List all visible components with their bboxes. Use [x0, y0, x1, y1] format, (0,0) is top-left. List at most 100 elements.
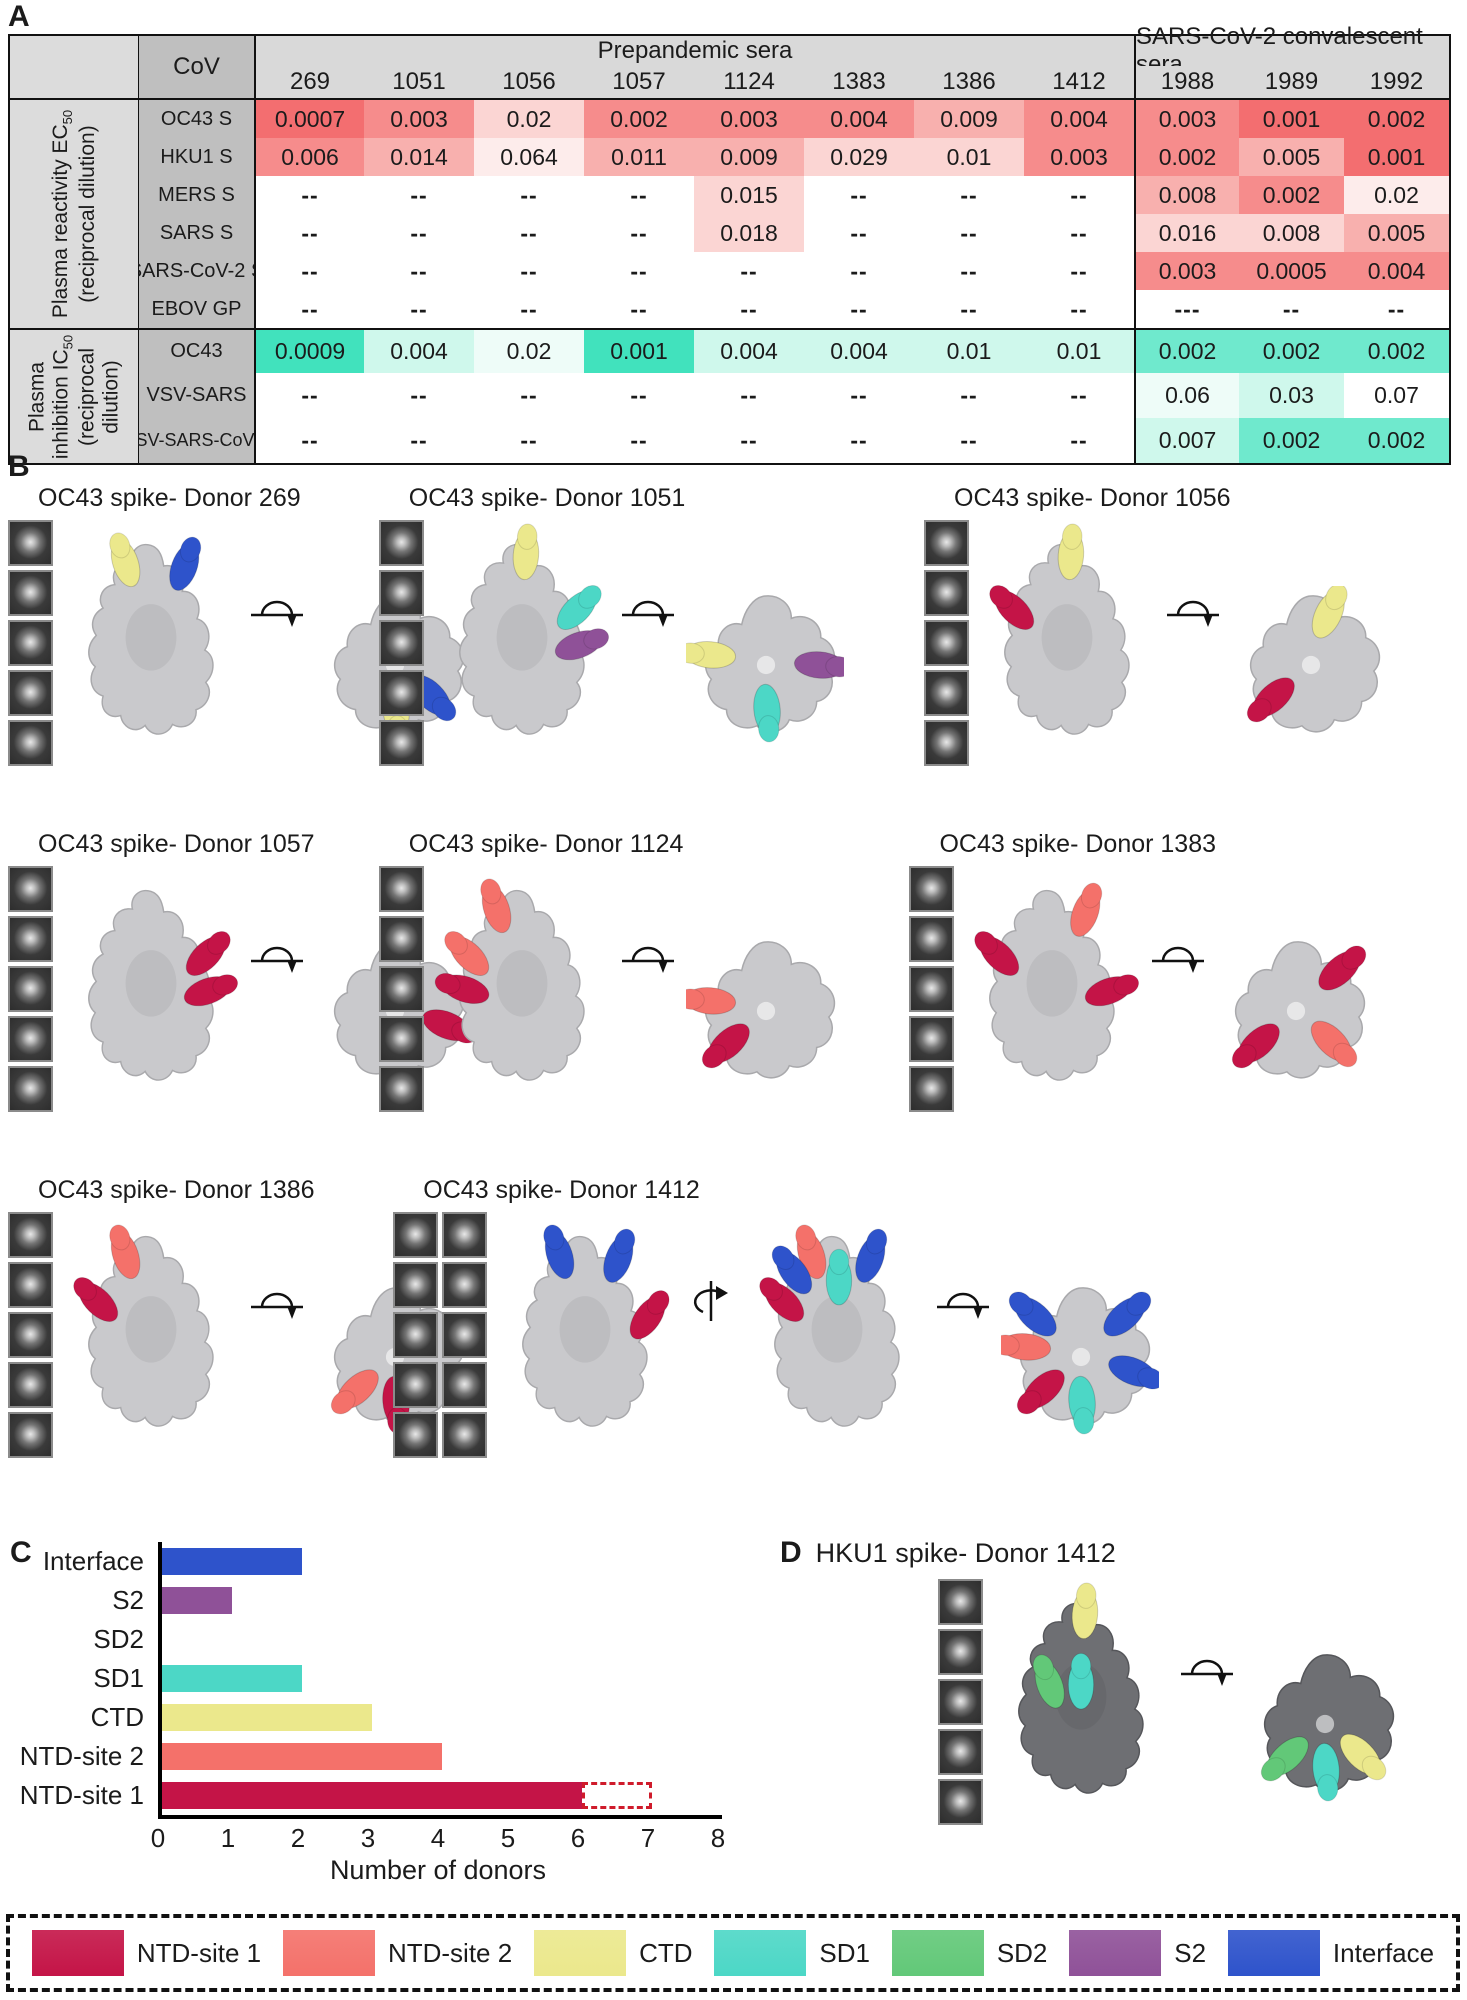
class-average-thumbnail: [8, 720, 53, 766]
table-value-cell: 0.07: [1344, 373, 1449, 418]
legend-label: Interface: [1332, 1937, 1435, 1968]
class-average-strip: [378, 866, 424, 1112]
class-average-thumbnail: [378, 620, 424, 666]
class-average-thumbnail: [938, 1579, 983, 1625]
fab-density-ntd-site-1: [701, 1023, 750, 1069]
donor-column-header: 1057: [584, 66, 694, 100]
class-average-thumbnail: [924, 720, 970, 766]
table-value-cell: --: [694, 418, 804, 463]
chart-x-tick-label: 0: [150, 1823, 166, 1853]
table-value-cell: --: [584, 214, 694, 252]
class-average-thumbnail: [8, 620, 53, 666]
donor-column-header: 1056: [474, 66, 584, 100]
table-value-cell: 0.007: [1134, 418, 1239, 463]
table-value-cell: --: [914, 290, 1024, 328]
table-value-cell: --: [804, 176, 914, 214]
fab-density-ctd: [685, 641, 736, 669]
fab-density-ctd: [109, 532, 141, 588]
table-value-cell: 0.004: [1024, 100, 1134, 138]
class-average-thumbnail: [909, 966, 955, 1012]
table-value-cell: 0.02: [1344, 176, 1449, 214]
panel-c-label: C: [10, 1536, 32, 1569]
class-average-thumbnail: [442, 1212, 488, 1258]
class-average-thumbnail: [909, 1066, 955, 1112]
class-average-thumbnail: [378, 866, 424, 912]
class-average-thumbnail: [393, 1312, 439, 1358]
class-average-strip: [924, 520, 970, 766]
spike-map-side-view: [73, 1224, 214, 1427]
table-value-cell: --: [804, 290, 914, 328]
table-value-cell: 0.002: [1239, 328, 1344, 373]
legend-item-sd2: SD2: [891, 1930, 1048, 1976]
fab-density-interface: [1009, 1291, 1058, 1337]
panel-c-d-row: C Interface S2 SD2 SD1 CTD NTD-site 2 NTD-site…: [10, 1538, 1460, 1886]
table-value-cell: --: [474, 418, 584, 463]
class-average-thumbnail: [8, 1412, 53, 1458]
fab-density-interface: [1108, 1355, 1160, 1390]
legend-label: NTD-site 1: [136, 1937, 262, 1968]
table-value-cell: 0.003: [694, 100, 804, 138]
fab-density-ntd-site-1: [183, 974, 239, 1007]
donor-panel-title: OC43 spike- Donor 1383: [939, 830, 1217, 858]
legend-swatch-ntd-site-2: [282, 1930, 375, 1976]
legend-item-interface: Interface: [1227, 1930, 1435, 1976]
table-value-cell: --: [804, 418, 914, 463]
table-value-cell: 0.002: [1344, 418, 1449, 463]
legend-swatch-ntd-site-1: [31, 1930, 124, 1976]
class-average-thumbnail: [442, 1312, 488, 1358]
class-average-thumbnail: [442, 1262, 488, 1308]
class-average-strip: [378, 520, 424, 766]
chart-category-label: CTD: [90, 1702, 144, 1732]
donor-panel-oc43-spike-donor-1412: OC43 spike- Donor 1412: [393, 1174, 1222, 1458]
class-average-thumbnail: [8, 1016, 53, 1062]
fab-density-ntd-site-2: [330, 1369, 379, 1415]
fab-density-sd1: [1068, 1375, 1097, 1435]
chart-bar-ntd-site-2: [162, 1743, 442, 1770]
row-group-axis-label: Plasma reactivity EC50 (reciprocal dilut…: [10, 100, 138, 328]
table-value-cell: 0.0007: [254, 100, 364, 138]
table-value-cell: 0.002: [1344, 328, 1449, 373]
table-value-cell: --: [254, 176, 364, 214]
fab-density-sd2: [1032, 1654, 1065, 1709]
table-value-cell: 0.008: [1134, 176, 1239, 214]
table-value-cell: 0.02: [474, 328, 584, 373]
table-value-cell: --: [474, 290, 584, 328]
chart-x-tick-label: 1: [220, 1823, 236, 1853]
chart-x-tick-label: 4: [430, 1823, 446, 1853]
table-value-cell: 0.004: [694, 328, 804, 373]
spike-map-side-view: [974, 882, 1140, 1081]
class-average-strip: [393, 1212, 488, 1458]
spike-map-side-view: [1018, 1582, 1144, 1794]
table-value-cell: 0.002: [1134, 138, 1239, 176]
donor-column-header: 1386: [914, 66, 1024, 100]
class-average-thumbnail: [393, 1262, 439, 1308]
fab-density-ntd-site-2: [109, 1224, 141, 1280]
fab-density-ntd-site-1: [1318, 945, 1367, 991]
table-value-cell: 0.011: [584, 138, 694, 176]
fab-density-ctd: [1071, 1582, 1099, 1640]
table-value-cell: --: [804, 214, 914, 252]
cov-row-label: OC43: [138, 328, 254, 373]
table-value-cell: 0.003: [364, 100, 474, 138]
panel-b: B OC43 spike- Donor 269 OC43 spike- Donor…: [8, 452, 1462, 1520]
legend-item-s2: S2: [1069, 1930, 1206, 1976]
donor-column-header: 1992: [1344, 66, 1449, 100]
class-average-thumbnail: [442, 1362, 488, 1408]
table-value-cell: --: [254, 252, 364, 290]
rotate-horizontal-axis-icon: [621, 946, 674, 973]
table-value-cell: --: [694, 252, 804, 290]
fab-density-ntd-site-2: [685, 987, 736, 1015]
table-value-cell: 0.02: [474, 100, 584, 138]
table-value-cell: 0.009: [694, 138, 804, 176]
table-value-cell: 0.004: [804, 100, 914, 138]
table-value-cell: --: [804, 252, 914, 290]
legend-label: SD2: [996, 1937, 1048, 1968]
table-value-cell: --: [1344, 290, 1449, 328]
table-value-cell: 0.003: [1134, 252, 1239, 290]
legend-item-ctd: CTD: [534, 1930, 693, 1976]
class-average-strip: [909, 866, 955, 1112]
rotate-horizontal-axis-icon: [937, 1292, 990, 1319]
class-average-thumbnail: [909, 866, 955, 912]
table-value-cell: --: [914, 252, 1024, 290]
table-value-cell: 0.002: [1344, 100, 1449, 138]
